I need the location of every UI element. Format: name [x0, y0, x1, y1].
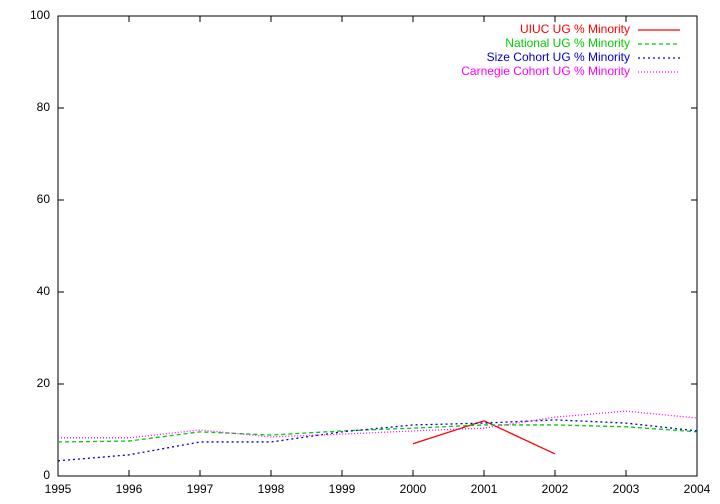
y-tick-label: 80 [37, 100, 51, 114]
x-tick-label: 2001 [471, 482, 498, 496]
x-tick-label: 2000 [400, 482, 427, 496]
plot-border [57, 15, 698, 477]
series-line [57, 419, 698, 462]
x-tick-label: 1996 [116, 482, 143, 496]
y-tick-label: 100 [30, 8, 50, 22]
legend-label: Carnegie Cohort UG % Minority [461, 64, 630, 78]
x-tick-label: 2003 [613, 482, 640, 496]
x-tick-label: 1995 [45, 482, 72, 496]
series-line [58, 410, 698, 439]
legend-label: UIUC UG % Minority [520, 22, 630, 36]
x-tick-label: 2002 [542, 482, 569, 496]
x-tick-label: 1997 [187, 482, 214, 496]
x-tick-label: 1998 [258, 482, 285, 496]
legend-label: National UG % Minority [505, 36, 630, 50]
x-tick-label: 2004 [684, 482, 711, 496]
series-line [57, 424, 698, 443]
y-tick-label: 40 [37, 284, 51, 298]
y-tick-label: 0 [43, 468, 50, 482]
series-line [412, 420, 556, 455]
y-tick-label: 60 [37, 192, 51, 206]
y-tick-label: 20 [37, 376, 51, 390]
legend-label: Size Cohort UG % Minority [487, 50, 630, 64]
x-tick-label: 1999 [329, 482, 356, 496]
